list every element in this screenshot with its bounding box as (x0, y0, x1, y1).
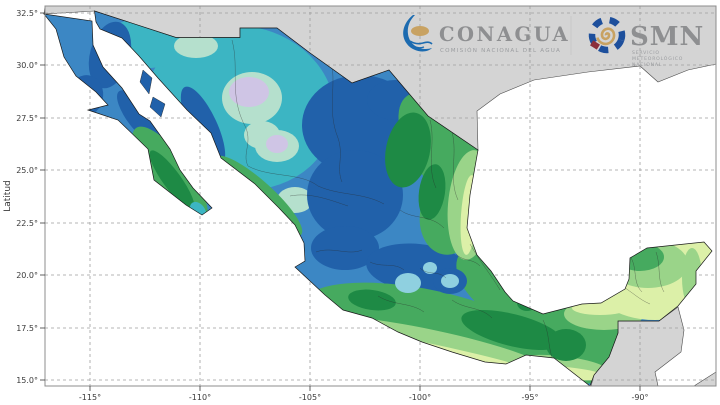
y-axis: 32.5° 30.0° 27.5° 25.0° 22.5° 20.0° 17.5… (3, 9, 45, 385)
contour-darkgreen-nuevoleon (385, 112, 431, 188)
lon-tick-label: -115° (79, 393, 101, 402)
lat-tick-label: 17.5° (16, 324, 38, 333)
mexico-outline (43, 10, 713, 387)
y-axis-ticks (40, 12, 45, 381)
y-axis-title: Latitud (3, 180, 13, 212)
lon-tick-label: -105° (299, 393, 321, 402)
gulf-islands (139, 69, 166, 118)
contour-palecyan-sonora (174, 34, 218, 58)
conagua-wordmark: CONAGUA (439, 23, 570, 46)
x-axis: -115° -110° -105° -100° -95° -90° (79, 386, 649, 402)
lat-tick-label: 15.0° (16, 376, 38, 385)
contour-lightblue-valle-mexico (395, 273, 421, 293)
contour-darkgreen-chiapas (546, 329, 586, 361)
smn-wordmark: SMN (630, 22, 704, 52)
lat-tick-label: 30.0° (16, 61, 38, 70)
contour-lavender-durango (266, 135, 288, 153)
smn-spiral-icon (588, 16, 626, 54)
lon-tick-label: -100° (409, 393, 431, 402)
isla-tiburon (149, 96, 166, 118)
contour-darkgreen-michoacan (348, 289, 396, 311)
contour-darkgreen-oaxaca (461, 310, 563, 350)
plot-frame (44, 5, 717, 387)
smn-tagline-line3: NACIONAL (632, 62, 662, 68)
conagua-tagline: COMISIÓN NACIONAL DEL AGUA (440, 47, 561, 54)
lat-tick-label: 20.0° (16, 271, 38, 280)
smn-tagline-line2: METEOROLÓGICO (632, 55, 683, 62)
lon-tick-label: -95° (521, 393, 538, 402)
conagua-water-icon (403, 15, 433, 52)
contour-darkblue-zacatecas-s (311, 226, 379, 270)
lat-tick-label: 32.5° (16, 9, 38, 18)
lat-tick-label: 25.0° (16, 166, 38, 175)
contour-lightblue-hidalgo (423, 262, 437, 274)
contour-darkgreen-baja-core (149, 150, 195, 210)
lon-tick-label: -110° (189, 393, 211, 402)
lat-tick-label: 27.5° (16, 114, 38, 123)
lat-tick-label: 22.5° (16, 219, 38, 228)
isla-angel-de-la-guarda (139, 69, 153, 95)
conagua-logo: CONAGUA COMISIÓN NACIONAL DEL AGUA (403, 15, 570, 54)
x-axis-ticks (89, 386, 641, 391)
lon-tick-label: -90° (631, 393, 648, 402)
smn-logo: SMN SERVICIO METEOROLÓGICO NACIONAL (588, 16, 704, 68)
smn-tagline-line1: SERVICIO (632, 50, 660, 56)
contour-darkgreen-slp (418, 164, 446, 220)
contour-lavender-chihuahua (229, 77, 269, 107)
